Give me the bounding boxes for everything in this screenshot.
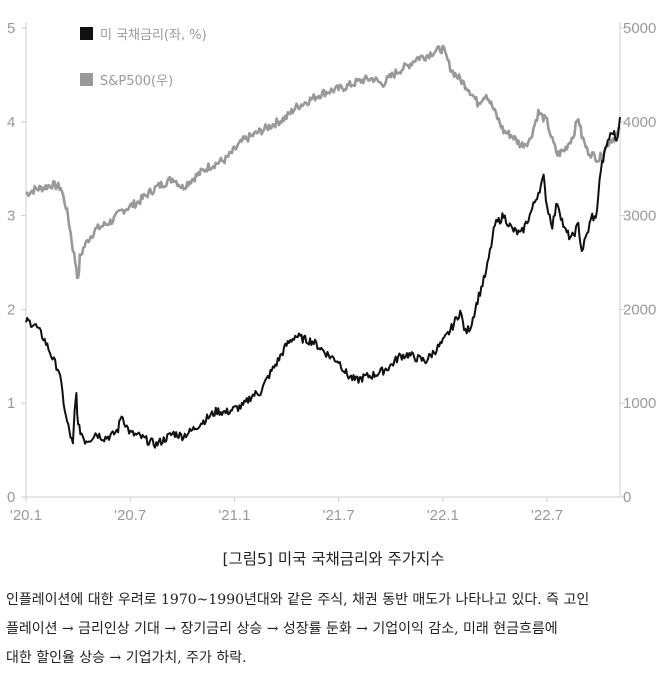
body-line: 플레이션 → 금리인상 기대 → 장기금리 상승 → 성장률 둔화 → 기업이익… — [6, 621, 558, 637]
left-axis-ticks: 0 1 2 3 4 5 — [7, 20, 26, 506]
figure-caption: [그림5] 미국 국채금리와 주가지수 — [222, 550, 445, 568]
chart-axes — [25, 22, 621, 498]
left-tick-label: 5 — [7, 20, 15, 37]
x-tick-label: '22.1 — [427, 507, 459, 524]
right-tick-label: 1000 — [623, 395, 656, 412]
right-tick-label: 4000 — [623, 114, 656, 131]
left-tick-label: 1 — [7, 395, 15, 412]
sp500-line — [25, 44, 622, 280]
x-tick-label: '21.1 — [218, 507, 250, 524]
x-tick-label: '21.7 — [323, 507, 355, 524]
x-tick-label: '20.7 — [114, 507, 146, 524]
left-tick-label: 3 — [7, 208, 15, 225]
legend-label: S&P500(우) — [100, 74, 173, 89]
treasury-yield-line — [25, 116, 621, 449]
left-tick-label: 0 — [7, 489, 15, 506]
x-axis-ticks: '20.1 '20.7 '21.1 '21.7 '22.1 '22.7 — [10, 497, 563, 524]
series-lines — [25, 44, 622, 449]
body-paragraph: 인플레이션에 대한 우려로 1970~1990년대와 같은 주식, 채권 동반 … — [6, 586, 662, 673]
left-tick-label: 2 — [7, 301, 15, 318]
x-tick-label: '22.7 — [531, 507, 563, 524]
legend: 미 국채금리(좌, %) S&P500(우) — [80, 27, 207, 89]
x-tick-label: '20.1 — [10, 507, 42, 524]
legend-swatch — [80, 73, 93, 86]
right-tick-label: 5000 — [623, 20, 656, 37]
legend-swatch — [80, 27, 93, 40]
body-line: 대한 할인율 상승 → 기업가치, 주가 하락. — [6, 650, 247, 666]
right-axis-ticks: 0 1000 2000 3000 4000 5000 — [620, 20, 656, 506]
right-tick-label: 0 — [623, 489, 631, 506]
right-tick-label: 3000 — [623, 208, 656, 225]
legend-label: 미 국채금리(좌, %) — [100, 28, 207, 43]
right-tick-label: 2000 — [623, 301, 656, 318]
left-tick-label: 4 — [7, 114, 15, 131]
body-line: 인플레이션에 대한 우려로 1970~1990년대와 같은 주식, 채권 동반 … — [6, 592, 590, 608]
